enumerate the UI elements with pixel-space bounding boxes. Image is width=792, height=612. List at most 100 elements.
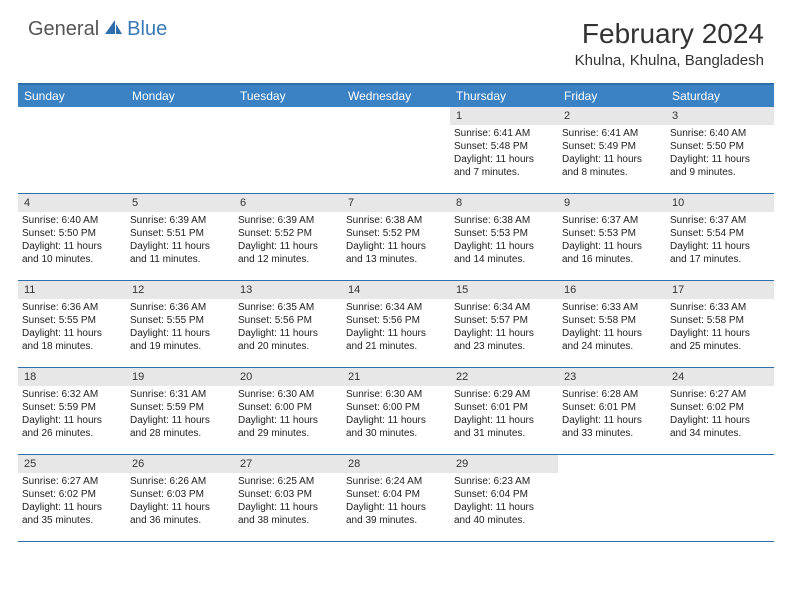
month-title: February 2024: [575, 18, 764, 50]
day-sunset: Sunset: 6:04 PM: [454, 488, 554, 501]
day-day2: and 7 minutes.: [454, 166, 554, 179]
day-sunset: Sunset: 5:53 PM: [562, 227, 662, 240]
day-sunrise: Sunrise: 6:36 AM: [130, 301, 230, 314]
day-day1: Daylight: 11 hours: [562, 240, 662, 253]
day-cell: 6Sunrise: 6:39 AMSunset: 5:52 PMDaylight…: [234, 194, 342, 280]
day-sunset: Sunset: 5:48 PM: [454, 140, 554, 153]
day-day2: and 31 minutes.: [454, 427, 554, 440]
day-day2: and 13 minutes.: [346, 253, 446, 266]
day-sunrise: Sunrise: 6:27 AM: [22, 475, 122, 488]
day-cell: 22Sunrise: 6:29 AMSunset: 6:01 PMDayligh…: [450, 368, 558, 454]
day-number: 17: [666, 281, 774, 299]
day-sunset: Sunset: 5:53 PM: [454, 227, 554, 240]
day-sunset: Sunset: 5:58 PM: [562, 314, 662, 327]
day-cell: 4Sunrise: 6:40 AMSunset: 5:50 PMDaylight…: [18, 194, 126, 280]
day-day1: Daylight: 11 hours: [238, 327, 338, 340]
day-day1: Daylight: 11 hours: [238, 414, 338, 427]
week-row: 18Sunrise: 6:32 AMSunset: 5:59 PMDayligh…: [18, 368, 774, 455]
day-day2: and 28 minutes.: [130, 427, 230, 440]
day-sunset: Sunset: 6:03 PM: [238, 488, 338, 501]
day-number: 12: [126, 281, 234, 299]
day-sunrise: Sunrise: 6:41 AM: [454, 127, 554, 140]
day-sunrise: Sunrise: 6:23 AM: [454, 475, 554, 488]
day-sunset: Sunset: 5:59 PM: [22, 401, 122, 414]
brand-blue: Blue: [127, 18, 167, 41]
day-sunset: Sunset: 5:55 PM: [130, 314, 230, 327]
day-cell: [234, 107, 342, 193]
day-cell: 2Sunrise: 6:41 AMSunset: 5:49 PMDaylight…: [558, 107, 666, 193]
day-day1: Daylight: 11 hours: [346, 327, 446, 340]
day-day1: Daylight: 11 hours: [22, 327, 122, 340]
day-sunset: Sunset: 5:52 PM: [238, 227, 338, 240]
day-sunset: Sunset: 6:04 PM: [346, 488, 446, 501]
day-number: 27: [234, 455, 342, 473]
week-row: 11Sunrise: 6:36 AMSunset: 5:55 PMDayligh…: [18, 281, 774, 368]
day-sunrise: Sunrise: 6:31 AM: [130, 388, 230, 401]
day-day2: and 18 minutes.: [22, 340, 122, 353]
day-day2: and 20 minutes.: [238, 340, 338, 353]
day-sunrise: Sunrise: 6:37 AM: [562, 214, 662, 227]
weekday-header: Thursday: [450, 85, 558, 107]
day-cell: 28Sunrise: 6:24 AMSunset: 6:04 PMDayligh…: [342, 455, 450, 541]
day-sunrise: Sunrise: 6:38 AM: [454, 214, 554, 227]
day-sunrise: Sunrise: 6:29 AM: [454, 388, 554, 401]
day-number: 19: [126, 368, 234, 386]
brand-logo: General Blue: [28, 18, 167, 41]
day-number: 3: [666, 107, 774, 125]
day-cell: 5Sunrise: 6:39 AMSunset: 5:51 PMDaylight…: [126, 194, 234, 280]
day-day2: and 40 minutes.: [454, 514, 554, 527]
day-number: 6: [234, 194, 342, 212]
day-cell: 16Sunrise: 6:33 AMSunset: 5:58 PMDayligh…: [558, 281, 666, 367]
calendar: SundayMondayTuesdayWednesdayThursdayFrid…: [18, 83, 774, 542]
day-cell: [126, 107, 234, 193]
day-cell: 21Sunrise: 6:30 AMSunset: 6:00 PMDayligh…: [342, 368, 450, 454]
day-day2: and 10 minutes.: [22, 253, 122, 266]
day-cell: [18, 107, 126, 193]
day-cell: 13Sunrise: 6:35 AMSunset: 5:56 PMDayligh…: [234, 281, 342, 367]
day-cell: 25Sunrise: 6:27 AMSunset: 6:02 PMDayligh…: [18, 455, 126, 541]
day-cell: 3Sunrise: 6:40 AMSunset: 5:50 PMDaylight…: [666, 107, 774, 193]
day-sunset: Sunset: 5:58 PM: [670, 314, 770, 327]
day-day1: Daylight: 11 hours: [454, 501, 554, 514]
day-number: 5: [126, 194, 234, 212]
weeks: 1Sunrise: 6:41 AMSunset: 5:48 PMDaylight…: [18, 107, 774, 542]
day-number: 7: [342, 194, 450, 212]
day-sunrise: Sunrise: 6:41 AM: [562, 127, 662, 140]
day-cell: [558, 455, 666, 541]
day-day2: and 19 minutes.: [130, 340, 230, 353]
day-number: 23: [558, 368, 666, 386]
day-day2: and 14 minutes.: [454, 253, 554, 266]
day-day2: and 35 minutes.: [22, 514, 122, 527]
day-sunset: Sunset: 5:51 PM: [130, 227, 230, 240]
day-day2: and 39 minutes.: [346, 514, 446, 527]
day-day2: and 17 minutes.: [670, 253, 770, 266]
day-day2: and 21 minutes.: [346, 340, 446, 353]
day-day1: Daylight: 11 hours: [130, 327, 230, 340]
day-day1: Daylight: 11 hours: [130, 240, 230, 253]
day-day2: and 8 minutes.: [562, 166, 662, 179]
day-cell: 24Sunrise: 6:27 AMSunset: 6:02 PMDayligh…: [666, 368, 774, 454]
day-number: 26: [126, 455, 234, 473]
day-number: 22: [450, 368, 558, 386]
weekday-header: Saturday: [666, 85, 774, 107]
day-number: 11: [18, 281, 126, 299]
day-number: 1: [450, 107, 558, 125]
week-row: 4Sunrise: 6:40 AMSunset: 5:50 PMDaylight…: [18, 194, 774, 281]
day-sunset: Sunset: 5:54 PM: [670, 227, 770, 240]
day-sunset: Sunset: 6:02 PM: [670, 401, 770, 414]
day-sunrise: Sunrise: 6:37 AM: [670, 214, 770, 227]
weekday-header: Monday: [126, 85, 234, 107]
day-cell: 7Sunrise: 6:38 AMSunset: 5:52 PMDaylight…: [342, 194, 450, 280]
day-sunrise: Sunrise: 6:40 AM: [670, 127, 770, 140]
day-sunrise: Sunrise: 6:30 AM: [238, 388, 338, 401]
day-cell: 8Sunrise: 6:38 AMSunset: 5:53 PMDaylight…: [450, 194, 558, 280]
week-row: 1Sunrise: 6:41 AMSunset: 5:48 PMDaylight…: [18, 107, 774, 194]
day-cell: 18Sunrise: 6:32 AMSunset: 5:59 PMDayligh…: [18, 368, 126, 454]
day-day2: and 38 minutes.: [238, 514, 338, 527]
day-sunset: Sunset: 6:00 PM: [238, 401, 338, 414]
day-sunrise: Sunrise: 6:36 AM: [22, 301, 122, 314]
day-number: 14: [342, 281, 450, 299]
day-day2: and 25 minutes.: [670, 340, 770, 353]
header: General Blue February 2024 Khulna, Khuln…: [0, 0, 792, 75]
day-day2: and 24 minutes.: [562, 340, 662, 353]
